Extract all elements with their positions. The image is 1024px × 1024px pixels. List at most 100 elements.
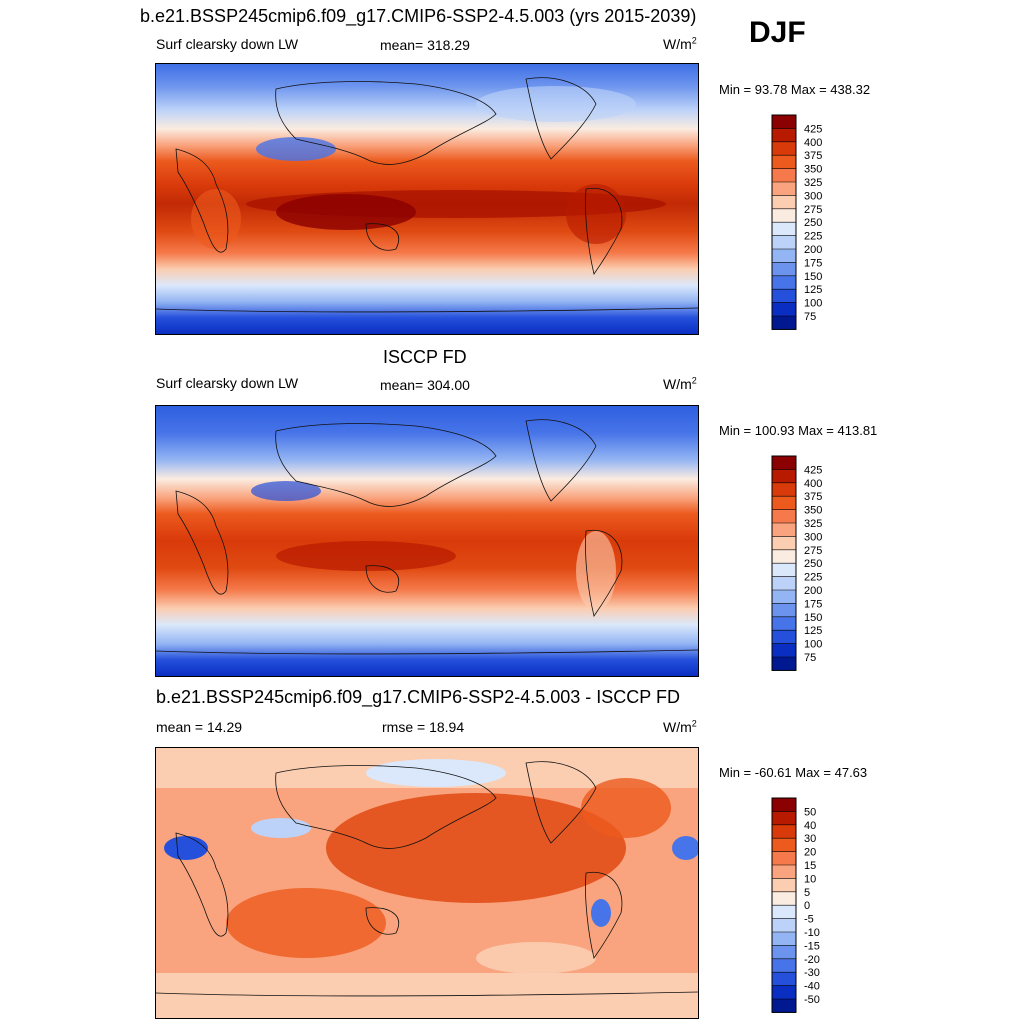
colorbar-3-swatch	[772, 851, 796, 866]
season-label: DJF	[749, 16, 806, 49]
colorbar-2-tick-label: 275	[804, 545, 822, 557]
colorbar-1-tick-label: 275	[804, 204, 822, 216]
panel3-minmax-label: Min = -60.61 Max = 47.63	[719, 765, 868, 780]
panel2-mean-label: mean= 304.00	[380, 377, 470, 393]
panel2-colorbar: 425 400 375 350 325 300 275 250 225 200 175 150 125 1…	[771, 455, 832, 671]
panel2-map-plot	[156, 406, 698, 676]
panel3-colorbar: 50 40 30 20 15 10 5 0 -5 -10 -15 -20 -30 -40 -50	[771, 797, 832, 1013]
colorbar-3-swatch	[772, 865, 796, 879]
colorbar-2-swatch	[772, 549, 796, 564]
colorbar-2-tick-label: 375	[804, 491, 822, 503]
colorbar-2-swatch	[772, 496, 796, 510]
colorbar-1-tick-label: 400	[804, 137, 822, 149]
panel1-minmax-label: Min = 93.78 Max = 438.32	[719, 82, 871, 97]
colorbar-2-swatch	[772, 576, 796, 591]
colorbar-1-swatch	[772, 155, 796, 169]
colorbar-1-tick-label: 75	[804, 311, 816, 323]
colorbar-1-tick-label: 100	[804, 298, 822, 310]
colorbar-3-swatch	[772, 985, 796, 1000]
colorbar-2-tick-label: 250	[804, 558, 822, 570]
colorbar-1-swatch	[772, 208, 796, 223]
colorbar-1-swatch	[772, 141, 796, 156]
colorbar-2-tick-label: 425	[804, 464, 822, 476]
colorbar-3-tick-label: 20	[804, 847, 816, 859]
colorbar-2-tick-label: 350	[804, 505, 822, 517]
colorbar-1-swatch	[772, 289, 796, 303]
colorbar-3-tick-label: 0	[804, 900, 810, 912]
colorbar-2-tick-label: 175	[804, 598, 822, 610]
panel1-coastlines	[156, 77, 698, 313]
colorbar-2-tick-label: 100	[804, 639, 822, 651]
panel3-map-plot	[156, 748, 698, 1018]
colorbar-1-tick-label: 300	[804, 190, 822, 202]
colorbar-3-tick-label: -20	[804, 954, 820, 966]
colorbar-1-swatch	[772, 195, 796, 210]
colorbar-3-swatch	[772, 891, 796, 906]
colorbar-3-tick-label: -10	[804, 927, 820, 939]
colorbar-3-tick-label: 10	[804, 873, 816, 885]
colorbar-1-tick-label: 250	[804, 217, 822, 229]
panel3-mean-label: mean = 14.29	[156, 719, 243, 735]
colorbar-2-swatch	[772, 456, 796, 470]
colorbar-1-tick-label: 375	[804, 150, 822, 162]
panel1-map	[155, 63, 699, 335]
colorbar-1-tick-label: 200	[804, 244, 822, 256]
colorbar-3-tick-label: 50	[804, 806, 816, 818]
colorbar-1-tick-label: 425	[804, 123, 822, 135]
panel1-unit-label: W/m2	[663, 35, 697, 52]
colorbar-2-tick-label: 75	[804, 652, 816, 664]
panel2-map	[155, 405, 699, 677]
colorbar-1-swatch	[772, 115, 796, 129]
colorbar-1-tick-label: 325	[804, 177, 822, 189]
colorbar-2-tick-label: 400	[804, 478, 822, 490]
colorbar-3-swatch	[772, 999, 796, 1013]
colorbar-1-tick-label: 225	[804, 231, 822, 243]
colorbar-3-tick-label: -50	[804, 994, 820, 1006]
panel3-coastlines	[156, 761, 698, 997]
colorbar-1-swatch	[772, 302, 796, 317]
colorbar-3-tick-label: 15	[804, 860, 816, 872]
colorbar-2-swatch	[772, 523, 796, 537]
colorbar-1-swatch	[772, 262, 796, 277]
colorbar-2-tick-label: 150	[804, 612, 822, 624]
colorbar-3-swatch	[772, 972, 796, 986]
colorbar-2-tick-label: 225	[804, 572, 822, 584]
panel2-minmax-label: Min = 100.93 Max = 413.81	[719, 423, 878, 438]
colorbar-1-swatch	[772, 249, 796, 263]
colorbar-2-swatch	[772, 482, 796, 497]
colorbar-3-swatch	[772, 838, 796, 852]
colorbar-3-swatch	[772, 798, 796, 812]
colorbar-2-swatch	[772, 616, 796, 631]
colorbar-3-swatch	[772, 878, 796, 893]
panel3-unit-label: W/m2	[663, 718, 697, 735]
panel2-unit-label: W/m2	[663, 375, 697, 392]
colorbar-2-swatch	[772, 630, 796, 644]
colorbar-3-swatch	[772, 945, 796, 960]
colorbar-2-tick-label: 325	[804, 518, 822, 530]
colorbar-1-swatch	[772, 275, 796, 290]
panel1-mean-label: mean= 318.29	[380, 37, 470, 53]
colorbar-2-tick-label: 125	[804, 625, 822, 637]
colorbar-3-swatch	[772, 824, 796, 839]
colorbar-2-tick-label: 300	[804, 531, 822, 543]
colorbar-3-tick-label: -40	[804, 981, 820, 993]
colorbar-3-tick-label: -30	[804, 967, 820, 979]
colorbar-1-swatch	[772, 222, 796, 236]
colorbar-1-tick-label: 150	[804, 271, 822, 283]
colorbar-2-swatch	[772, 536, 796, 551]
panel2-variable-label: Surf clearsky down LW	[156, 375, 299, 391]
colorbar-1-tick-label: 125	[804, 284, 822, 296]
colorbar-1-swatch	[772, 128, 796, 143]
colorbar-2-swatch	[772, 590, 796, 604]
colorbar-2-tick-label: 200	[804, 585, 822, 597]
colorbar-3-swatch	[772, 905, 796, 919]
panel1-title: b.e21.BSSP245cmip6.f09_g17.CMIP6-SSP2-4.…	[140, 6, 697, 26]
colorbar-1-swatch	[772, 168, 796, 183]
panel1-colorbar: 425 400 375 350 325 300 275 250 225 200 175 150 125 1…	[771, 114, 832, 330]
colorbar-2-swatch	[772, 603, 796, 618]
colorbar-2-swatch	[772, 469, 796, 484]
colorbar-2-swatch	[772, 563, 796, 577]
colorbar-1-tick-label: 175	[804, 257, 822, 269]
colorbar-3-tick-label: 40	[804, 820, 816, 832]
colorbar-2-swatch	[772, 509, 796, 524]
